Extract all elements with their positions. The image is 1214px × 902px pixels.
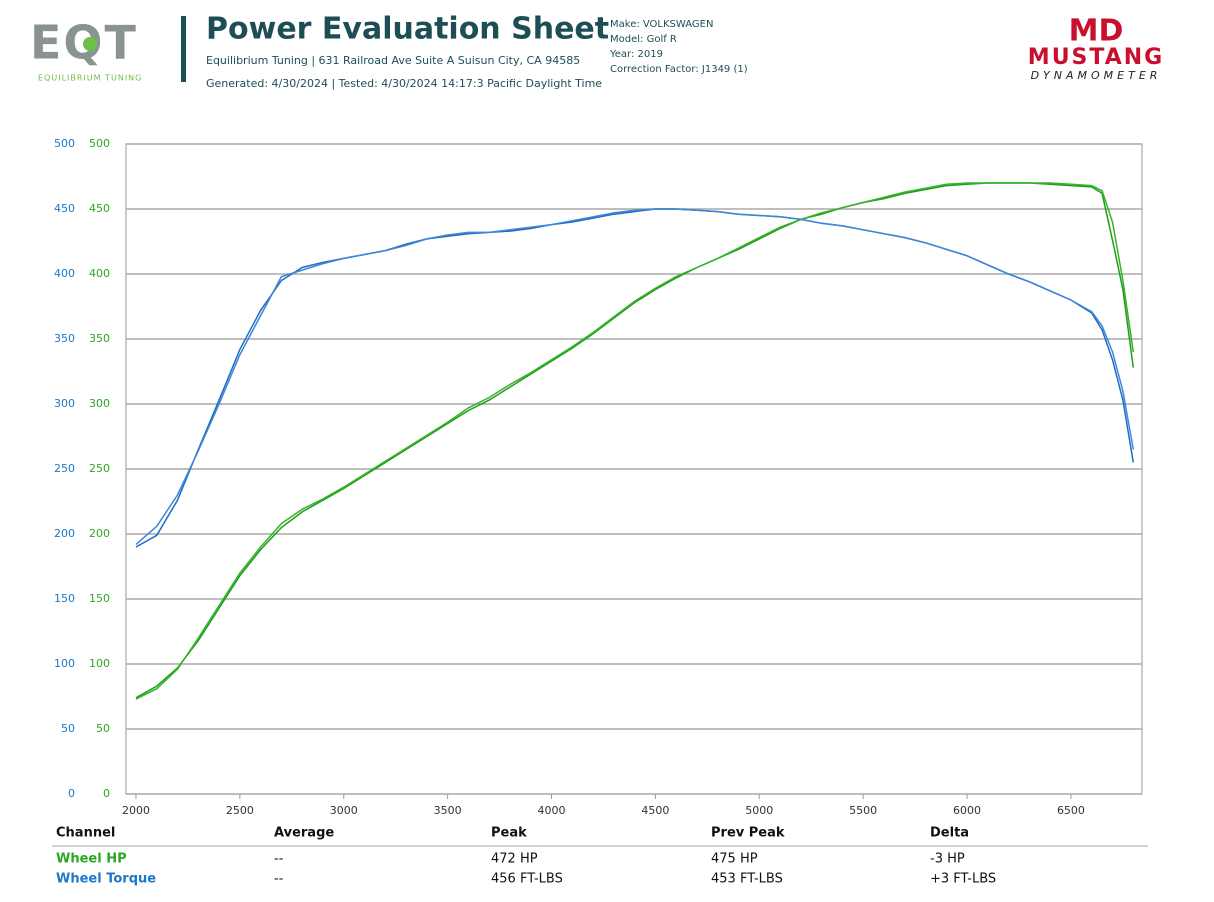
logo-right-mark: MD	[1069, 14, 1124, 49]
logo-left: EQT	[30, 16, 138, 70]
title: Power Evaluation Sheet	[206, 12, 609, 47]
table-header: Peak	[491, 826, 527, 841]
table-cell: --	[274, 872, 284, 887]
x-tick-label: 3000	[330, 804, 358, 817]
x-tick-label: 4500	[641, 804, 669, 817]
table-cell: 453 FT-LBS	[711, 872, 783, 887]
x-tick-label: 4000	[538, 804, 566, 817]
y2-tick-label: 50	[96, 722, 110, 735]
x-tick-label: 2000	[122, 804, 150, 817]
logo-right: MUSTANG	[1028, 45, 1164, 70]
y2-tick-label: 200	[89, 527, 110, 540]
x-tick-label: 5500	[849, 804, 877, 817]
correction: Correction Factor: J1349 (1)	[610, 64, 748, 75]
x-tick-label: 6500	[1057, 804, 1085, 817]
y-tick-label: 0	[68, 787, 75, 800]
data-line	[135, 182, 1135, 699]
x-tick-label: 6000	[953, 804, 981, 817]
y2-tick-label: 250	[89, 462, 110, 475]
y2-tick-label: 150	[89, 592, 110, 605]
y2-tick-label: 300	[89, 397, 110, 410]
y2-tick-label: 400	[89, 267, 110, 280]
logo-dot	[83, 37, 97, 51]
y2-tick-label: 450	[89, 202, 110, 215]
data-line	[135, 208, 1135, 545]
y-tick-label: 200	[54, 527, 75, 540]
y-tick-label: 500	[54, 137, 75, 150]
year: Year: 2019	[609, 49, 663, 60]
logo-left-sub: EQUILIBRIUM TUNING	[38, 74, 142, 83]
logo-right-sub: DYNAMOMETER	[1031, 69, 1162, 82]
y-tick-label: 350	[54, 332, 75, 345]
y-tick-label: 100	[54, 657, 75, 670]
channel-name: Wheel HP	[56, 852, 127, 867]
channel-name: Wheel Torque	[56, 872, 156, 887]
address: Equilibrium Tuning | 631 Railroad Ave Su…	[206, 54, 580, 67]
y2-tick-label: 100	[89, 657, 110, 670]
model: Model: Golf R	[610, 34, 677, 45]
y2-tick-label: 350	[89, 332, 110, 345]
table-cell: -3 HP	[930, 852, 965, 867]
y2-tick-label: 0	[103, 787, 110, 800]
table-header: Prev Peak	[711, 826, 785, 841]
y-tick-label: 450	[54, 202, 75, 215]
table-cell: 456 FT-LBS	[491, 872, 563, 887]
divider	[181, 16, 186, 82]
data-line	[135, 182, 1135, 700]
generated: Generated: 4/30/2024 | Tested: 4/30/2024…	[206, 77, 602, 90]
header: EQT EQUILIBRIUM TUNING Power Evaluation …	[30, 12, 1164, 91]
y-tick-label: 250	[54, 462, 75, 475]
y2-tick-label: 500	[89, 137, 110, 150]
make: Make: VOLKSWAGEN	[610, 19, 713, 30]
x-tick-label: 3500	[434, 804, 462, 817]
y-tick-label: 400	[54, 267, 75, 280]
x-tick-label: 5000	[745, 804, 773, 817]
data-line	[135, 208, 1135, 548]
y-tick-label: 300	[54, 397, 75, 410]
table-header: Average	[274, 826, 334, 841]
x-tick-label: 2500	[226, 804, 254, 817]
table-cell: +3 FT-LBS	[930, 872, 996, 887]
table-cell: 472 HP	[491, 852, 538, 867]
y-tick-label: 150	[54, 592, 75, 605]
table-cell: --	[274, 852, 284, 867]
table-header: Delta	[930, 826, 969, 841]
table-header: Channel	[56, 826, 115, 841]
table-cell: 475 HP	[711, 852, 758, 867]
y-tick-label: 50	[61, 722, 75, 735]
